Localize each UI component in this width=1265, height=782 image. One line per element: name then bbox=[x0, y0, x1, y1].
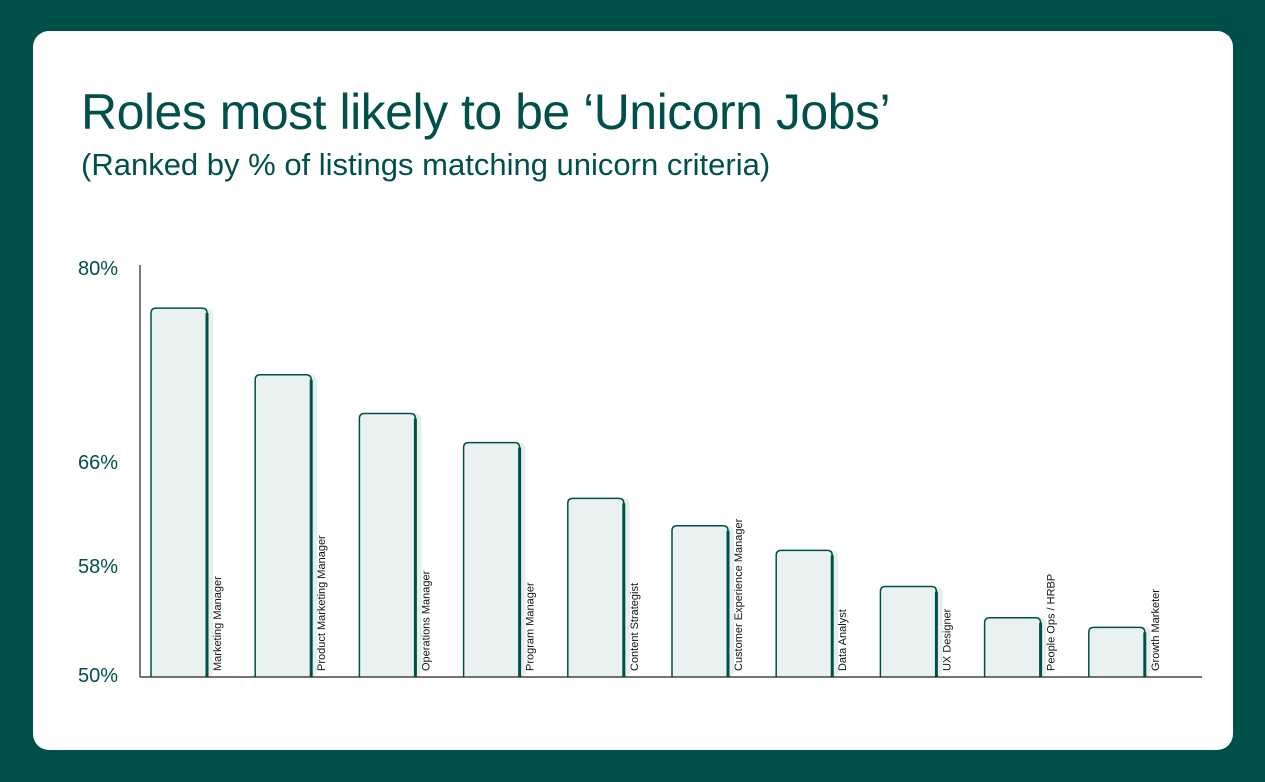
y-tick-label: 50% bbox=[78, 665, 118, 687]
category-label: Program Manager bbox=[525, 582, 537, 671]
bar bbox=[671, 524, 729, 677]
y-tick-label: 80% bbox=[78, 258, 118, 280]
category-label: Growth Marketer bbox=[1150, 589, 1162, 671]
category-label: Customer Experience Manager bbox=[733, 518, 745, 671]
category-label: UX Designer bbox=[941, 608, 953, 671]
category-label: Operations Manager bbox=[420, 570, 432, 671]
category-label: Data Analyst bbox=[837, 609, 849, 671]
bar bbox=[150, 307, 208, 677]
bar bbox=[462, 441, 521, 677]
bar-chart: Marketing Manager Product Marketing Manag… bbox=[78, 258, 1202, 687]
category-label: Marketing Manager bbox=[212, 576, 224, 671]
bar bbox=[254, 373, 312, 677]
y-tick-label: 66% bbox=[78, 452, 118, 474]
bar bbox=[358, 412, 417, 677]
bar bbox=[567, 497, 625, 677]
bar bbox=[879, 585, 938, 677]
bar bbox=[1088, 626, 1146, 677]
bar bbox=[775, 549, 833, 677]
chart-subtitle: (Ranked by % of listings matching unicor… bbox=[81, 147, 771, 182]
category-label: Content Strategist bbox=[629, 583, 641, 671]
y-tick-label: 58% bbox=[78, 556, 118, 578]
category-label: People Ops / HRBP bbox=[1046, 574, 1058, 671]
bar bbox=[983, 617, 1042, 677]
chart-title: Roles most likely to be ‘Unicorn Jobs’ bbox=[81, 84, 891, 140]
category-label: Product Marketing Manager bbox=[316, 535, 328, 671]
chart-card: Roles most likely to be ‘Unicorn Jobs’ (… bbox=[33, 31, 1233, 750]
